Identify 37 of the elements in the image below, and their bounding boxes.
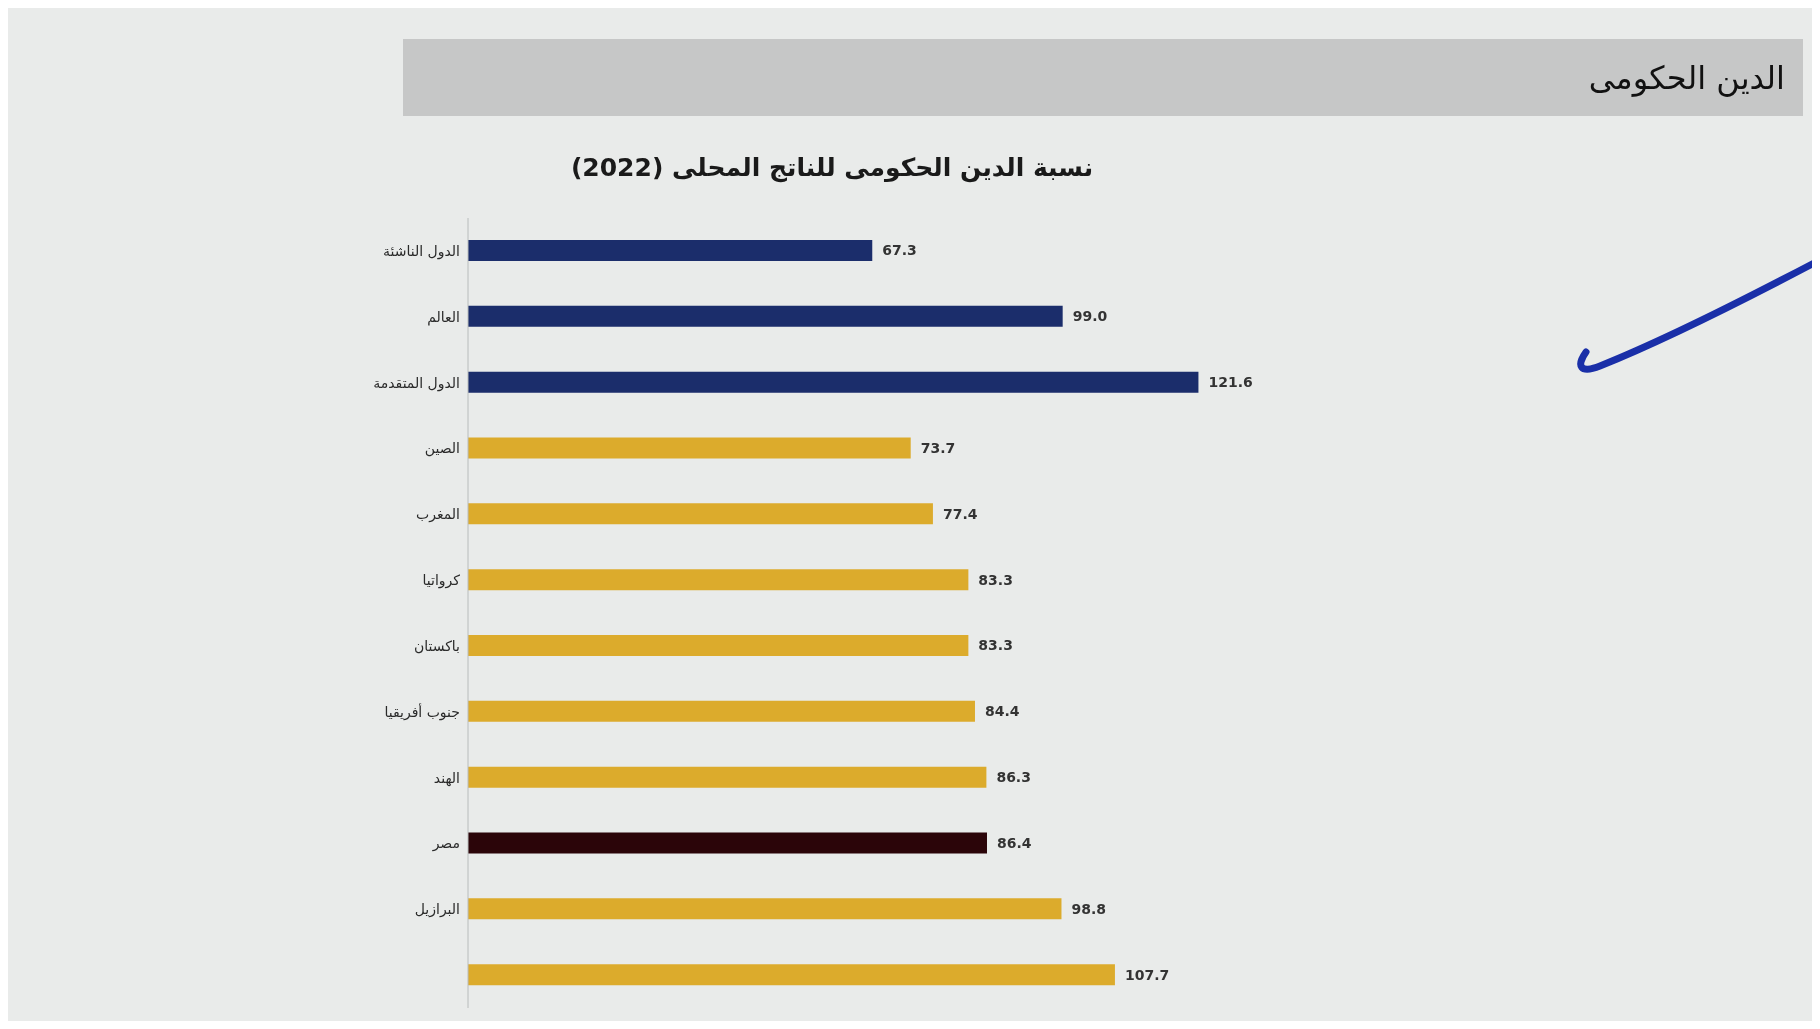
y-tick-label: باكستان <box>413 637 460 654</box>
data-label: 86.4 <box>996 834 1032 851</box>
data-label: 67.3 <box>882 242 917 259</box>
text: الدين الحكومى <box>1588 58 1785 97</box>
bar <box>468 305 1063 327</box>
y-tick-label: الدول الناشئة <box>383 242 460 260</box>
y-tick-label: مصر <box>431 835 460 853</box>
chart-subtitle: نسبة الدين الحكومى للناتج المحلى (2022) <box>569 153 1095 182</box>
bar <box>468 832 987 854</box>
data-label: 98.8 <box>1071 900 1107 917</box>
bar <box>468 964 1115 986</box>
data-label: 86.3 <box>996 769 1031 786</box>
bar <box>468 898 1062 920</box>
y-tick-label: البرازيل <box>414 901 460 919</box>
y-tick-label: العالم <box>427 308 460 326</box>
bar <box>468 635 969 656</box>
bar <box>468 569 969 591</box>
data-label: 73.7 <box>920 439 956 456</box>
bar <box>468 371 1199 393</box>
y-tick-label: الدول المتقدمة <box>373 374 460 392</box>
y-tick-label: المغرب <box>416 506 460 524</box>
data-label: 121.6 <box>1208 374 1253 391</box>
y-tick-label: الصين <box>424 440 460 458</box>
bar <box>468 503 933 525</box>
y-tick-label: الهند <box>433 769 460 787</box>
bar <box>468 766 987 788</box>
data-label: 83.3 <box>978 637 1013 654</box>
data-label: 83.3 <box>978 571 1013 588</box>
y-tick-label: جنوب أفريقيا <box>384 702 460 721</box>
y-tick-label: كرواتيا <box>422 572 461 590</box>
bar <box>468 437 911 459</box>
data-label: 99.0 <box>1072 308 1108 325</box>
data-label: 77.4 <box>942 505 978 522</box>
bar <box>468 700 975 722</box>
data-label: 84.4 <box>984 703 1020 720</box>
bar <box>468 240 873 261</box>
data-label: 107.7 <box>1124 966 1170 983</box>
